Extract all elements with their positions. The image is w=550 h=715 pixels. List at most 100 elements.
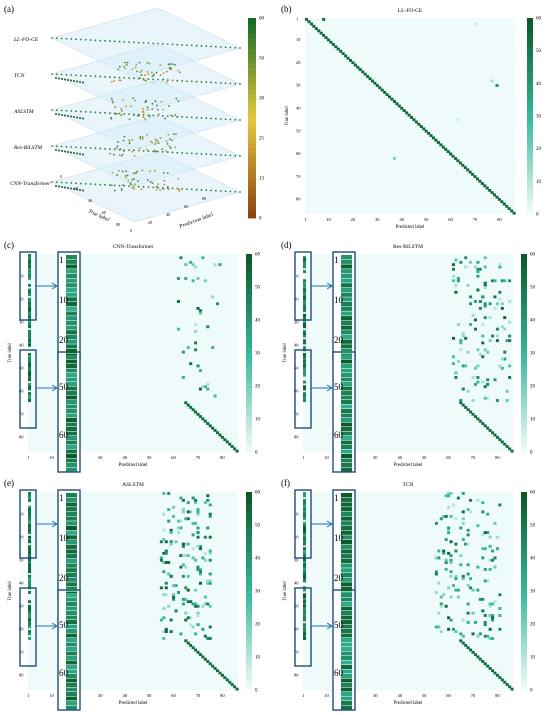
panel-f-cell <box>303 614 307 617</box>
panel-e-zoom-bottom-cell <box>66 692 77 696</box>
panel-a-diagonal-dot <box>214 81 217 84</box>
panel-d-cell <box>476 380 480 384</box>
panel-e-cell <box>191 521 195 525</box>
panel-a-diagonal-dot <box>94 111 97 114</box>
panel-f-cell <box>466 646 470 650</box>
panel-f-cell <box>303 611 307 615</box>
panel-e-cell <box>28 574 32 578</box>
panel-c-cell <box>28 263 32 267</box>
panel-a-confusion-dot <box>157 142 160 145</box>
panel-b-cell <box>351 61 355 65</box>
panel-b-cell <box>495 84 499 87</box>
panel-c-colorbar-segment <box>246 303 252 309</box>
panel-f-cell <box>469 498 473 502</box>
panel-f-cell <box>454 577 458 581</box>
panel-e-zoom-top-cell <box>66 521 77 526</box>
panel-d-zoom-arrowhead-bottom <box>326 384 333 392</box>
panel-c-cell <box>28 399 32 402</box>
panel-a-confusion-dot <box>116 145 119 147</box>
panel-d-y-tick: 80 <box>294 435 299 440</box>
panel-e-cell <box>206 637 210 640</box>
panel-d-y-tick: 30 <box>294 319 299 324</box>
panel-c-zoom-bottom-cell <box>66 409 77 413</box>
panel-e-colorbar-segment <box>246 615 252 622</box>
panel-a-confusion-dot <box>133 178 135 180</box>
panel-e-cell <box>230 683 234 686</box>
panel-d-colorbar-segment <box>521 328 527 334</box>
panel-a-confusion-dot <box>157 183 160 186</box>
panel-b-cell <box>334 45 338 49</box>
panel-a-diagonal-dot <box>166 115 169 118</box>
panel-a-diagonal-dot <box>89 39 92 41</box>
panel-e-colorbar-segment <box>246 516 252 523</box>
panel-a-confusion-dot <box>162 188 165 190</box>
panel-f-y-tick: 10 <box>294 511 299 516</box>
panel-d-zoom-bottom-cell <box>341 418 352 422</box>
panel-e-cell <box>176 526 181 530</box>
panel-e-cell <box>189 616 193 620</box>
panel-e-cell <box>189 600 193 604</box>
panel-f-cell <box>459 554 463 558</box>
panel-e-colorbar-tick: 50 <box>255 524 261 529</box>
panel-c-cell <box>28 323 32 326</box>
panel-a-diagonal-dot <box>75 110 78 113</box>
panel-b-colorbar-segment <box>527 76 533 83</box>
panel-c-cell <box>216 302 220 306</box>
panel-e-cell <box>196 614 200 617</box>
panel-a-confusion-dot <box>134 66 137 69</box>
panel-d-cell <box>451 336 456 340</box>
panel-c-cell <box>28 254 32 257</box>
panel-a-colorbar-segment <box>248 133 256 139</box>
panel-c-cell <box>189 362 193 366</box>
panel-e-zoom-bottom-cell <box>66 678 77 683</box>
panel-c-y-tick: 30 <box>19 319 24 324</box>
panel-e-cell <box>191 496 195 500</box>
panel-e-cell <box>159 540 163 544</box>
panel-f-zoom-top-cell <box>341 587 352 592</box>
panel-e-cell <box>174 584 178 587</box>
panel-f-cell <box>508 685 512 689</box>
panel-c-zoom-top-cell <box>66 325 77 330</box>
panel-f-cell <box>459 526 463 530</box>
panel-e-cell <box>172 515 176 518</box>
panel-b-colorbar-segment <box>527 194 533 200</box>
panel-e-cell <box>162 593 166 597</box>
panel-a-confusion-dot <box>130 105 132 108</box>
panel-e-cell <box>186 542 190 546</box>
panel-a-colorbar-segment <box>248 198 256 204</box>
panel-f-zoom-top-cell <box>341 502 352 507</box>
panel-c-zoom-bottom-cell <box>66 377 77 382</box>
panel-d-cell <box>481 295 485 299</box>
panel-a-confusion-dot <box>141 69 143 72</box>
panel-d-cell <box>461 332 465 336</box>
panel-f-y-tick: 80 <box>294 673 299 678</box>
panel-c-colorbar-segment <box>246 313 252 319</box>
panel-b-cell <box>309 22 313 26</box>
panel-e-zoom-top-tick: 1 <box>59 493 64 503</box>
panel-e-zoom-bottom-cell <box>66 642 77 647</box>
panel-e-cell <box>28 616 32 620</box>
panel-d-cell <box>495 339 499 343</box>
panel-e-colorbar-segment <box>246 576 252 582</box>
panel-d-colorbar-segment <box>521 338 527 344</box>
panel-d-cell <box>303 256 307 260</box>
panel-a-confusion-dot <box>146 133 148 136</box>
panel-a-diagonal-dot <box>84 38 87 41</box>
panel-e-zoom-top-cell <box>66 572 77 578</box>
panel-a-diagonal-dot <box>224 118 227 121</box>
panel-d-cell <box>498 265 502 269</box>
panel-a-diagonal-dot <box>123 40 126 43</box>
panel-a-diagonal-dot <box>181 80 184 82</box>
panel-c-cell <box>28 343 32 347</box>
panel-f-colorbar-segment <box>521 492 527 498</box>
panel-c-colorbar-segment <box>246 288 252 294</box>
panel-f-cell <box>476 498 480 502</box>
panel-a-confusion-dot <box>156 104 158 107</box>
panel-d-zoom-top-cell <box>341 302 352 307</box>
panel-f-cell <box>466 602 470 606</box>
panel-a-confusion-dot <box>146 71 149 73</box>
panel-e-colorbar-segment <box>246 665 252 671</box>
panel-c-cell <box>201 385 205 389</box>
panel-c-cell <box>28 277 32 280</box>
panel-a-confusion-dot <box>169 63 172 65</box>
